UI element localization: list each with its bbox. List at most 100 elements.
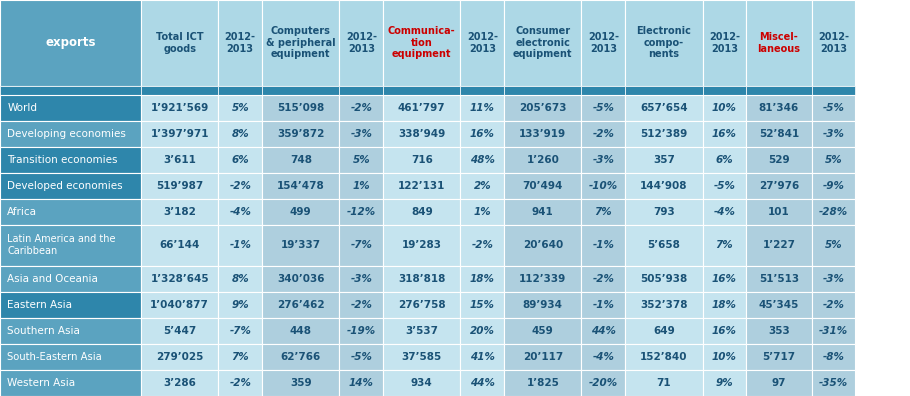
Bar: [218, 86, 262, 95]
Text: -35%: -35%: [819, 378, 848, 388]
Bar: [0, 225, 141, 266]
Bar: [460, 266, 504, 292]
Text: 1’040’877: 1’040’877: [150, 300, 209, 310]
Text: -2%: -2%: [229, 378, 251, 388]
Text: Southern Asia: Southern Asia: [7, 326, 80, 336]
Bar: [141, 121, 218, 147]
Text: 1’921’569: 1’921’569: [150, 103, 209, 112]
Text: 52’841: 52’841: [759, 129, 799, 139]
Bar: [460, 370, 504, 396]
Bar: [581, 225, 625, 266]
Bar: [339, 86, 383, 95]
Bar: [0, 121, 141, 147]
Text: -5%: -5%: [823, 103, 844, 112]
Text: 8%: 8%: [231, 274, 249, 284]
Text: 1’397’971: 1’397’971: [150, 129, 209, 139]
Bar: [703, 370, 746, 396]
Text: 7%: 7%: [231, 352, 249, 362]
Text: Developed economies: Developed economies: [7, 181, 123, 191]
Bar: [339, 266, 383, 292]
Text: 849: 849: [411, 207, 432, 217]
Bar: [746, 95, 812, 121]
Text: 505’938: 505’938: [641, 274, 687, 284]
Bar: [383, 95, 460, 121]
Bar: [625, 86, 703, 95]
Bar: [812, 318, 855, 344]
Text: Asia and Oceania: Asia and Oceania: [7, 274, 98, 284]
Text: 6%: 6%: [715, 155, 733, 165]
Text: 122’131: 122’131: [398, 181, 446, 191]
Text: 352’378: 352’378: [640, 300, 688, 310]
Bar: [703, 318, 746, 344]
Bar: [460, 199, 504, 225]
Text: 279’025: 279’025: [156, 352, 204, 362]
Bar: [0, 95, 141, 121]
Text: 37’585: 37’585: [401, 352, 442, 362]
Text: 357: 357: [652, 155, 675, 165]
Bar: [0, 266, 141, 292]
Bar: [812, 225, 855, 266]
Text: Consumer
electronic
equipment: Consumer electronic equipment: [513, 26, 572, 59]
Text: 941: 941: [532, 207, 553, 217]
Text: -3%: -3%: [592, 155, 614, 165]
Bar: [262, 199, 339, 225]
Text: -1%: -1%: [592, 240, 614, 250]
Bar: [703, 173, 746, 199]
Text: -5%: -5%: [592, 103, 614, 112]
Text: 748: 748: [289, 155, 312, 165]
Text: -1%: -1%: [229, 240, 251, 250]
Text: 5%: 5%: [824, 155, 843, 165]
Bar: [812, 344, 855, 370]
Bar: [581, 121, 625, 147]
Text: 5%: 5%: [352, 155, 370, 165]
Bar: [746, 121, 812, 147]
Text: -8%: -8%: [823, 352, 844, 362]
Text: 112’339: 112’339: [520, 274, 566, 284]
Bar: [746, 318, 812, 344]
Bar: [383, 0, 460, 86]
Bar: [746, 86, 812, 95]
Bar: [625, 292, 703, 318]
Text: -2%: -2%: [592, 274, 614, 284]
Text: 5’447: 5’447: [163, 326, 197, 336]
Text: Miscel-
laneous: Miscel- laneous: [757, 32, 801, 53]
Bar: [504, 225, 581, 266]
Text: 16%: 16%: [712, 274, 737, 284]
Text: 716: 716: [410, 155, 433, 165]
Bar: [0, 344, 141, 370]
Bar: [339, 344, 383, 370]
Text: 205’673: 205’673: [519, 103, 567, 112]
Text: 14%: 14%: [349, 378, 374, 388]
Text: 144’908: 144’908: [640, 181, 688, 191]
Text: Latin America and the
Caribbean: Latin America and the Caribbean: [7, 234, 116, 256]
Text: Africa: Africa: [7, 207, 37, 217]
Text: South-Eastern Asia: South-Eastern Asia: [7, 352, 102, 362]
Text: 16%: 16%: [470, 129, 495, 139]
Text: 20%: 20%: [470, 326, 495, 336]
Bar: [703, 0, 746, 86]
Text: 18%: 18%: [712, 300, 737, 310]
Bar: [0, 147, 141, 173]
Text: 649: 649: [653, 326, 674, 336]
Bar: [703, 147, 746, 173]
Bar: [339, 95, 383, 121]
Text: -28%: -28%: [819, 207, 848, 217]
Bar: [625, 95, 703, 121]
Bar: [581, 370, 625, 396]
Bar: [504, 344, 581, 370]
Text: 7%: 7%: [715, 240, 733, 250]
Text: 10%: 10%: [712, 352, 737, 362]
Text: -5%: -5%: [350, 352, 372, 362]
Text: 20’640: 20’640: [522, 240, 563, 250]
Bar: [703, 199, 746, 225]
Bar: [0, 370, 141, 396]
Text: Electronic
compo-
nents: Electronic compo- nents: [636, 26, 692, 59]
Bar: [460, 0, 504, 86]
Text: 318’818: 318’818: [398, 274, 446, 284]
Bar: [141, 318, 218, 344]
Bar: [141, 344, 218, 370]
Text: 1’328’645: 1’328’645: [150, 274, 209, 284]
Bar: [581, 318, 625, 344]
Text: 359’872: 359’872: [277, 129, 325, 139]
Bar: [262, 225, 339, 266]
